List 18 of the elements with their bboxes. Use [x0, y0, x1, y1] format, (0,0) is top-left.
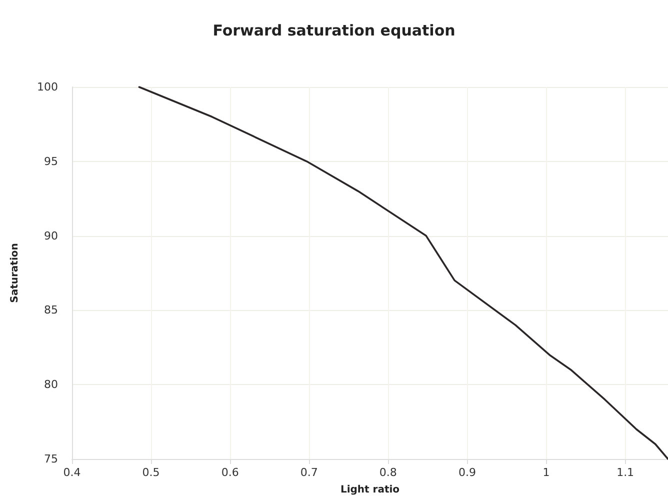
- x-tick-label: 0.4: [63, 466, 81, 479]
- x-tick-label: 0.6: [221, 466, 239, 479]
- y-tick-label: 85: [44, 304, 58, 317]
- x-tick-label: 1: [542, 466, 550, 479]
- x-tick-label: 0.9: [458, 466, 476, 479]
- y-tick-label: 75: [44, 452, 58, 466]
- y-tick-label: 80: [44, 378, 58, 392]
- x-tick-label: 0.8: [379, 466, 397, 479]
- chart-title: Forward saturation equation: [212, 22, 456, 40]
- x-tick-label: 0.5: [142, 466, 160, 479]
- x-tick-label: 0.7: [300, 466, 318, 479]
- x-axis-title: Light ratio: [340, 484, 400, 496]
- y-tick-label: 100: [37, 80, 58, 94]
- y-axis-title: Saturation: [10, 243, 20, 303]
- line-series: [138, 86, 668, 460]
- x-tick-label: 1.1: [616, 466, 634, 479]
- y-tick-label: 95: [44, 154, 58, 168]
- y-tick-label: 90: [44, 229, 58, 242]
